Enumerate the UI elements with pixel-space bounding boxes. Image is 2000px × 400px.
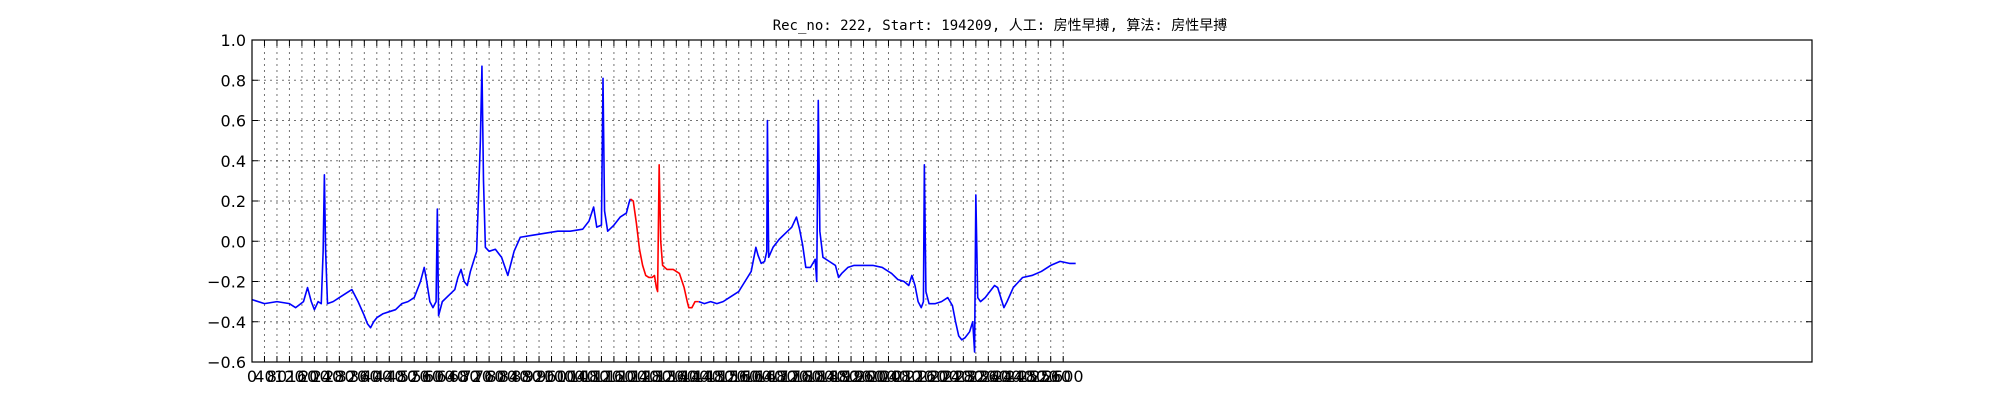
x-tick-label: 1000 <box>544 367 585 386</box>
x-tick-label: 1440 <box>681 367 722 386</box>
x-tick-label: 560 <box>411 367 442 386</box>
y-tick-label: −0.4 <box>207 313 246 332</box>
x-tick-label: 1800 <box>793 367 834 386</box>
x-tick-label: 840 <box>499 367 530 386</box>
x-tick-label: 1880 <box>818 367 859 386</box>
x-tick-label: 1640 <box>743 367 784 386</box>
x-tick-label: 1960 <box>843 367 884 386</box>
x-tick-label: 1120 <box>581 367 622 386</box>
y-axis: −0.6 −0.4 −0.2 0.0 0.2 0.4 0.6 0.8 1.0 <box>207 31 1812 372</box>
x-tick-label: 2200 <box>918 367 959 386</box>
y-tick-label: 0.4 <box>221 152 246 171</box>
x-tick-label: 1600 <box>731 367 772 386</box>
x-tick-label: 1240 <box>619 367 660 386</box>
x-tick-label: 1520 <box>706 367 747 386</box>
x-tick-label: 1480 <box>693 367 734 386</box>
y-tick-label: −0.2 <box>207 273 246 292</box>
x-tick-label: 1560 <box>718 367 759 386</box>
grid-layer <box>251 39 1812 363</box>
x-tick-label: 2040 <box>868 367 909 386</box>
x-tick-label: 2560 <box>1030 367 1071 386</box>
x-tick-label: 40 <box>254 367 274 386</box>
x-tick-label: 1040 <box>556 367 597 386</box>
x-tick-label: 1840 <box>806 367 847 386</box>
x-tick-label: 2520 <box>1018 367 1059 386</box>
x-tick-label: 320 <box>337 367 368 386</box>
x-tick-label: 80 <box>267 367 287 386</box>
x-tick-label: 120 <box>274 367 305 386</box>
x-tick-label: 240 <box>312 367 343 386</box>
x-tick-label: 2480 <box>1005 367 1046 386</box>
x-tick-label: 2120 <box>893 367 934 386</box>
y-tick-label: 1.0 <box>221 31 246 50</box>
x-tick-label: 2320 <box>955 367 996 386</box>
x-tick-label: 520 <box>399 367 430 386</box>
x-tick-label: 880 <box>511 367 542 386</box>
x-tick-label: 360 <box>349 367 380 386</box>
x-tick-label: 2600 <box>1043 367 1084 386</box>
y-tick-label: −0.6 <box>207 353 246 372</box>
x-axis: 0408012016020024028032036040044048052056… <box>247 40 1084 386</box>
x-tick-label: 1080 <box>569 367 610 386</box>
x-tick-label: 1920 <box>831 367 872 386</box>
y-tick-label: 0.6 <box>221 112 246 131</box>
ecg-series-after <box>698 99 1076 353</box>
x-tick-label: 2160 <box>906 367 947 386</box>
series-layer <box>251 65 1076 353</box>
ecg-series-before <box>251 65 632 329</box>
x-tick-label: 2240 <box>931 367 972 386</box>
x-tick-label: 480 <box>386 367 417 386</box>
x-tick-label: 200 <box>299 367 330 386</box>
x-tick-label: 2280 <box>943 367 984 386</box>
ecg-series-marked <box>629 163 699 309</box>
x-tick-label: 1320 <box>643 367 684 386</box>
x-tick-label: 280 <box>324 367 355 386</box>
x-tick-label: 800 <box>486 367 517 386</box>
x-tick-label: 1400 <box>668 367 709 386</box>
y-tick-label: 0.8 <box>221 71 246 90</box>
x-tick-label: 0 <box>247 367 257 386</box>
x-tick-label: 440 <box>374 367 405 386</box>
x-tick-label: 2360 <box>968 367 1009 386</box>
x-tick-label: 160 <box>287 367 318 386</box>
y-tick-label: 0.2 <box>221 192 246 211</box>
x-tick-label: 2400 <box>980 367 1021 386</box>
x-tick-label: 760 <box>474 367 505 386</box>
x-tick-label: 1720 <box>768 367 809 386</box>
x-tick-label: 1680 <box>756 367 797 386</box>
x-tick-label: 920 <box>524 367 555 386</box>
chart-title: Rec_no: 222, Start: 194209, 人工: 房性早搏, 算法… <box>773 17 1228 34</box>
x-tick-label: 640 <box>436 367 467 386</box>
x-tick-label: 1200 <box>606 367 647 386</box>
x-tick-label: 1160 <box>594 367 635 386</box>
x-tick-label: 1280 <box>631 367 672 386</box>
x-tick-label: 2440 <box>993 367 1034 386</box>
x-tick-label: 720 <box>461 367 492 386</box>
x-tick-label: 1760 <box>781 367 822 386</box>
x-tick-label: 960 <box>536 367 567 386</box>
x-tick-label: 2000 <box>856 367 897 386</box>
x-tick-label: 600 <box>424 367 455 386</box>
x-tick-label: 2080 <box>881 367 922 386</box>
x-tick-label: 1360 <box>656 367 697 386</box>
y-tick-label: 0.0 <box>221 232 246 251</box>
x-tick-label: 400 <box>362 367 393 386</box>
x-tick-label: 680 <box>449 367 480 386</box>
